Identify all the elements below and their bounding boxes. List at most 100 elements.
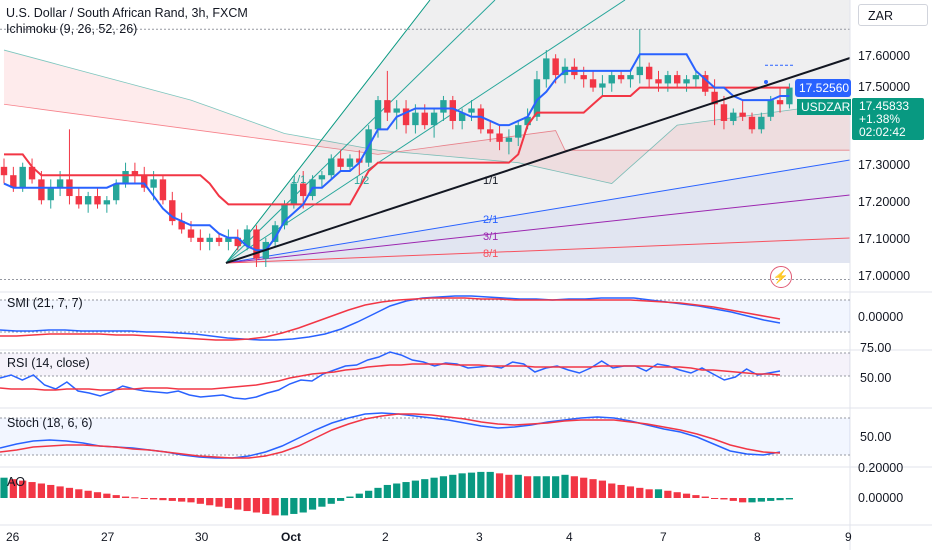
- candle-body: [645, 66, 653, 80]
- price-axis-label: 17.10000: [858, 232, 911, 246]
- smi-label[interactable]: SMI (21, 7, 7): [7, 296, 83, 310]
- candle-body: [505, 137, 513, 142]
- ao-bar: [430, 477, 438, 498]
- ao-bar: [65, 487, 74, 498]
- price-axis-label: 17.50000: [858, 80, 911, 94]
- ao-bar: [47, 484, 55, 498]
- ao-bar: [486, 471, 494, 498]
- ao-bar: [636, 487, 644, 498]
- ao-bar: [505, 474, 513, 498]
- candle-body: [758, 116, 765, 130]
- candle-body: [683, 79, 690, 84]
- ao-bar: [561, 474, 569, 498]
- ao-bar: [150, 498, 158, 500]
- ao-bar: [206, 498, 214, 506]
- candle-body: [515, 125, 522, 138]
- candle-body: [720, 104, 728, 121]
- ao-bar: [458, 473, 466, 498]
- candle-body: [702, 75, 709, 92]
- fan-line: [225, 0, 496, 264]
- stoch-axis-label: 50.00: [860, 430, 892, 444]
- ao-bar: [56, 486, 64, 498]
- candle-body: [468, 108, 475, 113]
- candle-body: [487, 129, 494, 134]
- candle-body: [543, 58, 550, 80]
- trend-line: [225, 57, 851, 264]
- ao-bar: [570, 476, 578, 498]
- lightning-icon[interactable]: ⚡: [770, 266, 792, 288]
- candle-body: [533, 79, 541, 117]
- time-tick: 2: [382, 530, 389, 544]
- candle-body: [412, 112, 419, 126]
- candle-body: [215, 237, 223, 242]
- stoch-d-line: [0, 413, 781, 459]
- price-axis-label: 17.60000: [858, 49, 911, 63]
- ao-bar: [580, 477, 588, 498]
- ao-bar: [673, 492, 681, 498]
- ao-bar: [785, 498, 793, 500]
- ao-bar: [701, 496, 709, 498]
- ao-bar: [552, 476, 560, 498]
- ao-bar: [617, 484, 625, 498]
- gann-fan: [225, 0, 850, 264]
- price-axis-label: 17.20000: [858, 195, 911, 209]
- fan-label: 2/1: [483, 214, 499, 226]
- candle-body: [692, 75, 700, 80]
- ao-bar: [234, 498, 242, 510]
- ao-bar: [589, 479, 597, 498]
- ao-bar: [598, 480, 606, 498]
- currency-selector[interactable]: ZAR: [858, 4, 928, 26]
- chart-title: U.S. Dollar / South African Rand, 3h, FX…: [6, 6, 248, 20]
- candle-body: [402, 108, 410, 126]
- price-axis-label: 17.00000: [858, 269, 911, 283]
- candle-body: [776, 100, 784, 105]
- candle-body: [496, 133, 503, 142]
- candle-body: [608, 75, 615, 84]
- ao-bar: [290, 498, 298, 514]
- trend-line: [225, 57, 851, 264]
- ao-bar: [187, 498, 195, 503]
- ao-bar: [720, 498, 728, 500]
- ao-label[interactable]: AO: [7, 475, 26, 489]
- ao-bar: [28, 482, 36, 498]
- stoch-label[interactable]: Stoch (18, 6, 6): [7, 416, 93, 430]
- ao-bar: [178, 498, 186, 502]
- ao-bar: [692, 495, 700, 498]
- ao-bar: [645, 489, 653, 498]
- candle-body: [767, 100, 774, 117]
- ao-bar: [664, 490, 672, 498]
- ao-bar: [299, 498, 307, 513]
- ao-bar: [711, 498, 719, 499]
- ao-bar: [262, 498, 270, 514]
- time-tick: 3: [476, 530, 483, 544]
- alert-price-tag[interactable]: 17.52560: [795, 79, 851, 97]
- candle-body: [318, 175, 326, 180]
- ao-bar: [682, 493, 691, 498]
- bar-countdown: 02:02:42: [859, 125, 906, 139]
- candle-body: [421, 112, 428, 126]
- ao-bar: [112, 495, 120, 498]
- indicator-label[interactable]: Ichimoku (9, 26, 52, 26): [6, 22, 138, 36]
- fan-label: 1/1: [483, 175, 499, 187]
- candle-body: [374, 100, 382, 130]
- rsi-line: [0, 351, 781, 400]
- candle-body: [253, 229, 260, 259]
- candle-body: [178, 221, 185, 230]
- candle-body: [636, 66, 643, 76]
- fan-label: 1/1: [291, 174, 307, 186]
- candle-body: [328, 158, 335, 176]
- candle-body: [711, 91, 718, 105]
- ao-bar: [626, 486, 635, 498]
- candle-body: [384, 100, 391, 113]
- rsi-label[interactable]: RSI (14, close): [7, 356, 90, 370]
- candle-body: [141, 175, 148, 188]
- candle-body: [187, 229, 195, 238]
- ao-bar: [467, 472, 476, 498]
- stoch-band: [0, 418, 850, 455]
- candle-body: [206, 237, 213, 242]
- fan-line: [225, 159, 850, 264]
- ao-bar: [449, 474, 457, 498]
- ao-bar: [327, 498, 335, 504]
- ao-bar: [439, 476, 448, 498]
